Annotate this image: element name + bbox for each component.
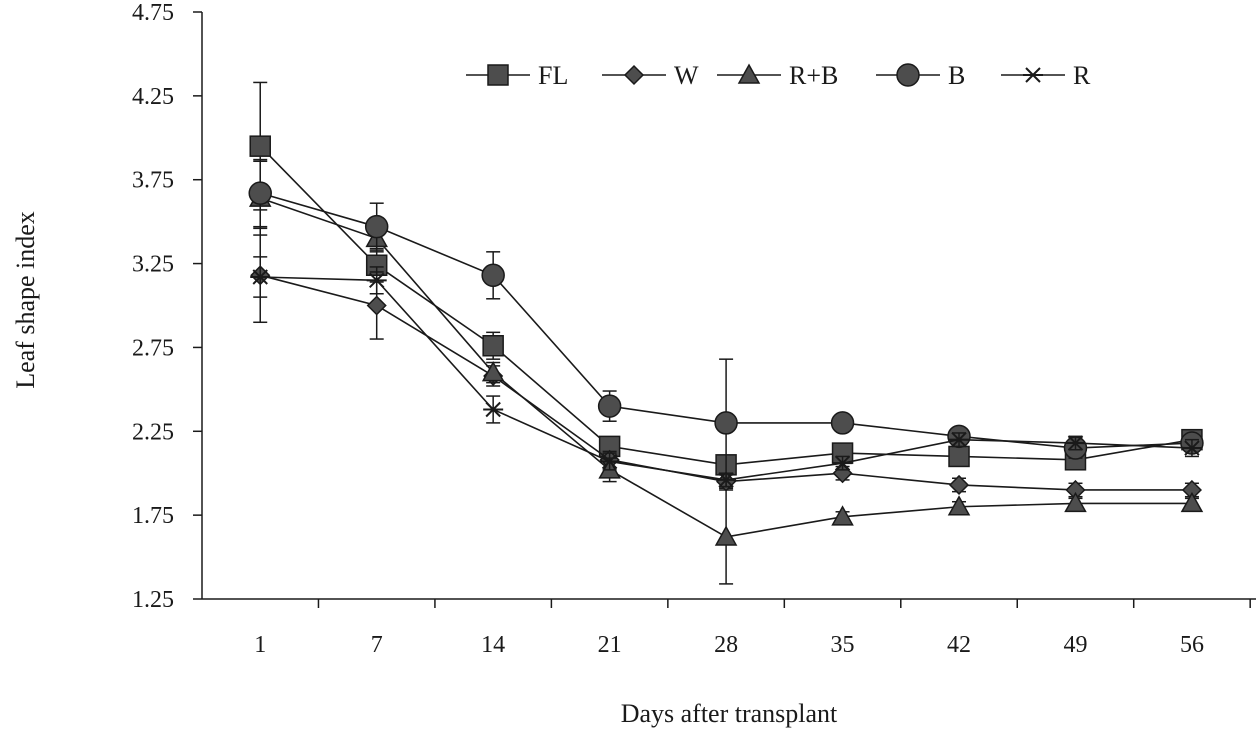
asterisk-stroke [485, 401, 501, 418]
data-point-r-b [1064, 491, 1087, 513]
legend-marker-fl [487, 64, 509, 86]
data-point-w [948, 474, 970, 496]
y-tick-label: 3.75 [132, 168, 174, 194]
data-point-r [483, 401, 504, 418]
legend-item-fl: FL [466, 61, 568, 90]
series-group [248, 81, 1204, 585]
data-point-r [250, 269, 271, 285]
y-tick-label: 4.25 [132, 84, 174, 110]
legend: FL W R+B B R [466, 61, 1091, 90]
data-point-r-b [831, 505, 854, 526]
y-tick-label: 4.75 [132, 0, 174, 26]
data-point-b [248, 181, 272, 205]
data-point-r [1181, 440, 1202, 456]
x-tick-label: 14 [481, 632, 505, 658]
series-b [248, 158, 1204, 488]
x-tick-label: 7 [371, 632, 383, 658]
asterisk-stroke [951, 431, 967, 448]
data-point-fl [482, 335, 504, 357]
legend-marker-r [1023, 67, 1043, 83]
asterisk-stroke [368, 272, 385, 289]
legend-marker-b [896, 63, 920, 87]
series-r [250, 256, 1202, 488]
data-point-r-b [1180, 491, 1204, 513]
data-point-r [832, 455, 853, 471]
data-point-b [481, 263, 505, 288]
asterisk-stroke [1184, 440, 1200, 456]
legend-label: FL [538, 61, 568, 90]
data-point-w [366, 295, 387, 316]
legend-item-b: B [876, 61, 965, 90]
legend-label: R+B [789, 61, 838, 90]
data-point-fl [948, 445, 970, 468]
data-point-r-b [714, 525, 738, 546]
y-tick-label: 2.25 [132, 419, 174, 445]
legend-label: W [674, 61, 699, 90]
data-point-r-b [481, 361, 505, 382]
asterisk-stroke [1067, 435, 1084, 451]
data-point-b [830, 411, 855, 435]
asterisk-stroke [834, 455, 851, 471]
y-tick-label: 1.25 [132, 587, 174, 613]
data-point-b [597, 394, 622, 418]
y-tick-label: 1.75 [132, 503, 174, 529]
asterisk-stroke [718, 472, 734, 488]
axes: 1.25 1.75 2.25 2.75 3.25 3.75 4.25 4.75 1 7 14 21 2… [132, 0, 1256, 658]
y-axis-title: Leaf shape index [11, 211, 40, 389]
data-point-b [364, 214, 389, 239]
legend-marker-w [623, 64, 645, 86]
x-axis-ticks: 1 7 14 21 28 35 42 49 56 [254, 599, 1251, 658]
x-tick-label: 1 [254, 632, 266, 658]
data-point-r [716, 472, 737, 488]
asterisk-stroke [601, 453, 618, 470]
legend-item-r: R [1001, 61, 1091, 90]
legend-label: B [948, 61, 965, 90]
x-tick-label: 56 [1180, 632, 1204, 658]
data-point-r [599, 453, 620, 470]
data-point-b [714, 411, 738, 435]
x-tick-label: 49 [1063, 632, 1087, 658]
asterisk-stroke [252, 269, 268, 285]
y-tick-label: 3.25 [132, 252, 174, 278]
legend-label: R [1073, 61, 1091, 90]
data-point-r [366, 272, 387, 289]
y-tick-label: 2.75 [132, 335, 174, 361]
x-axis-title: Days after transplant [621, 699, 838, 728]
asterisk-stroke [1025, 67, 1041, 83]
x-tick-label: 21 [598, 632, 622, 658]
data-point-r [1065, 435, 1086, 451]
series-r-b [248, 160, 1204, 585]
data-point-r [949, 431, 970, 448]
data-point-fl [249, 135, 271, 157]
x-tick-label: 28 [714, 632, 738, 658]
x-tick-label: 35 [831, 632, 855, 658]
legend-item-r-b: R+B [717, 61, 838, 90]
legend-item-w: W [602, 61, 699, 90]
x-tick-label: 42 [947, 632, 971, 658]
data-point-r-b [947, 495, 971, 516]
y-axis-ticks: 1.25 1.75 2.25 2.75 3.25 3.75 4.25 4.75 [132, 0, 202, 613]
legend-marker-r-b [737, 63, 761, 84]
